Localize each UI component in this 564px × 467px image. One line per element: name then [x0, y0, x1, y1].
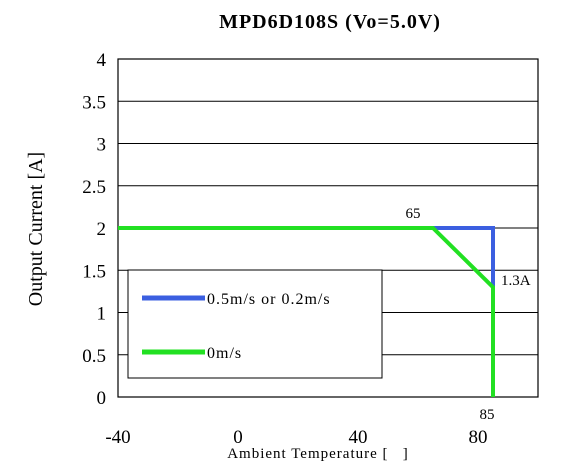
x-axis-ticks: -40 0 40 80 — [105, 427, 487, 448]
series-layer — [118, 226, 495, 397]
series-line-natural-convection — [118, 226, 495, 397]
y-tick-label: 4 — [97, 50, 107, 71]
y-tick-label: 1 — [97, 304, 107, 325]
annotation-label: 65 — [406, 206, 421, 222]
x-tick-label: 40 — [349, 427, 368, 448]
y-tick-label: 1.5 — [82, 261, 106, 282]
y-tick-label: 2.5 — [82, 177, 106, 198]
x-tick-label: 80 — [469, 427, 488, 448]
x-tick-label: 0 — [233, 427, 243, 448]
y-tick-label: 3.5 — [82, 92, 106, 113]
annotation-label: 1.3A — [501, 273, 531, 289]
y-tick-label: 2 — [97, 219, 107, 240]
legend-label: 0m/s — [207, 345, 242, 362]
y-tick-label: 0 — [97, 388, 107, 409]
y-tick-label: 0.5 — [82, 346, 106, 367]
x-tick-label: -40 — [105, 427, 130, 448]
x-axis-label: Ambient Temperature [ ] — [227, 446, 409, 462]
annotation-label: 85 — [480, 407, 495, 423]
legend-label: 0.5m/s or 0.2m/s — [207, 291, 331, 308]
y-axis-ticks: 0 0.5 1 1.5 2 2.5 3 3.5 4 — [82, 50, 106, 409]
y-axis-label: Output Current [A] — [25, 152, 47, 306]
y-tick-label: 3 — [97, 135, 107, 156]
legend: 0.5m/s or 0.2m/s 0m/s — [127, 269, 383, 379]
chart-title: MPD6D108S (Vo=5.0V) — [219, 11, 441, 33]
annotation-layer: 65 1.3A 85 — [406, 206, 531, 423]
legend-box — [127, 269, 383, 379]
